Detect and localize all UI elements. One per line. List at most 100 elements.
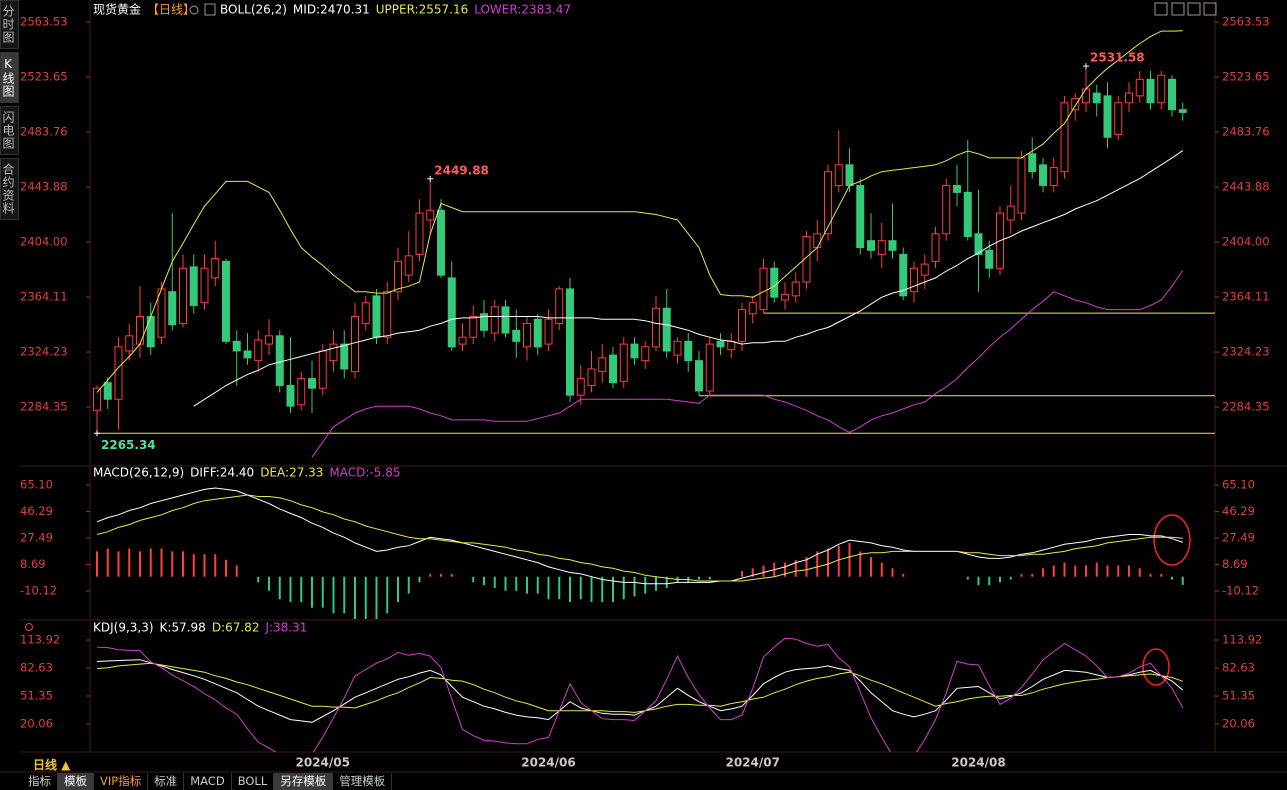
candle-body <box>738 309 746 342</box>
y-tick-label: 2364.11 <box>20 290 68 304</box>
icon[interactable] <box>189 5 199 15</box>
candle-body <box>662 307 671 352</box>
candle-body <box>727 340 736 351</box>
footer-tab[interactable]: 标准 <box>148 773 185 790</box>
candle-body <box>770 267 779 298</box>
candle-body <box>953 185 961 193</box>
candle-body <box>695 360 703 392</box>
legend-label: D:67.82 <box>212 621 260 635</box>
candle-body <box>1082 88 1090 104</box>
candle-body <box>931 233 940 262</box>
candle-body <box>877 240 886 255</box>
x-tick-label: 2024/08 <box>951 756 1005 770</box>
highlight-circle <box>1153 514 1191 566</box>
footer-tab[interactable]: 管理模板 <box>333 773 393 790</box>
sidebar-tab[interactable]: K线图 <box>0 52 19 103</box>
legend-label: BOLL(26,2) <box>220 3 287 17</box>
footer-tab[interactable]: 指标 <box>22 773 58 790</box>
indicator-line <box>96 662 1183 713</box>
candle-body <box>544 318 553 345</box>
candle-body <box>469 316 478 338</box>
candle-body <box>630 343 639 359</box>
candle-body <box>942 185 951 235</box>
legend-label: K:57.98 <box>160 621 206 635</box>
candle-body <box>372 295 381 338</box>
icon[interactable] <box>1154 2 1168 16</box>
y-tick-label: 65.10 <box>1222 478 1255 492</box>
candle-body <box>1146 78 1155 104</box>
candle-body <box>759 267 768 311</box>
icon[interactable] <box>1203 2 1217 16</box>
candle-body <box>458 336 467 345</box>
candle-body <box>340 343 349 370</box>
candle-body <box>297 378 306 406</box>
frame <box>0 0 1287 773</box>
x-tick-label: 2024/06 <box>521 756 575 770</box>
candle-body <box>1168 78 1176 111</box>
candle-body <box>308 378 316 389</box>
candle-body <box>480 313 488 331</box>
sidebar-tab[interactable]: 合约资料 <box>0 158 19 220</box>
footer-tab[interactable]: MACD <box>184 773 232 790</box>
legend-label: J:38.31 <box>264 621 307 635</box>
candle-body <box>383 291 392 338</box>
y-tick-label: 8.69 <box>20 557 46 571</box>
candle-body <box>394 260 402 293</box>
candle-body <box>619 343 628 382</box>
y-tick-label: 2563.53 <box>1222 15 1270 29</box>
candle-body <box>824 171 832 235</box>
candle-body <box>1114 102 1123 135</box>
candle-body <box>609 354 617 384</box>
period-label[interactable]: 日线 ▲ <box>33 758 71 772</box>
icon[interactable] <box>1171 2 1185 16</box>
candle-body <box>1092 92 1101 104</box>
candle-body <box>920 263 929 276</box>
y-tick-label: 2523.65 <box>20 70 68 84</box>
icon[interactable] <box>1187 2 1201 16</box>
candle-body <box>437 209 445 276</box>
y-tick-label: 51.35 <box>1222 689 1255 703</box>
candle-body <box>845 164 854 187</box>
y-tick-label: 51.35 <box>20 689 53 703</box>
footer-tab[interactable]: BOLL <box>232 773 275 790</box>
sidebar-tab[interactable]: 闪电图 <box>0 106 19 155</box>
candle-body <box>867 240 875 251</box>
panel <box>96 637 1184 752</box>
icon[interactable] <box>204 3 216 16</box>
candle-body <box>426 209 435 221</box>
sidebar: 分时图 K线图闪电图合约资料 <box>0 0 19 220</box>
legend-label: MACD(26,12,9) <box>93 466 184 480</box>
candle-body <box>200 267 209 304</box>
icon[interactable] <box>25 623 33 631</box>
y-tick-label: 2284.35 <box>20 400 68 414</box>
footer-tab[interactable]: 另存模板 <box>274 773 334 790</box>
y-tick-label: 2483.76 <box>20 125 68 139</box>
candle-body <box>641 346 650 362</box>
candle-body <box>974 233 983 255</box>
y-tick-label: 20.06 <box>1222 717 1255 731</box>
candle-body <box>523 322 531 348</box>
annotation-label: 2531.58 <box>1090 51 1145 65</box>
legend-label: MID:2470.31 <box>293 3 370 17</box>
annotation-label: 2265.34 <box>101 438 156 452</box>
legend-label: MACD:-5.85 <box>329 466 400 480</box>
y-tick-label: 2523.65 <box>1222 70 1270 84</box>
sidebar-tab[interactable]: 分时图 <box>0 0 19 49</box>
footer-tab[interactable]: 模板 <box>58 773 94 790</box>
footer-tab[interactable]: VIP指标 <box>94 773 149 790</box>
legend-label: LOWER:2383.47 <box>474 3 571 17</box>
y-tick-label: 46.29 <box>20 504 53 518</box>
y-tick-label: 27.49 <box>20 531 53 545</box>
legend-label: DEA:27.33 <box>260 466 323 480</box>
y-tick-label: 82.63 <box>20 661 53 675</box>
candle-body <box>910 267 918 293</box>
candle-body <box>286 384 295 407</box>
indicator-line <box>311 270 1184 458</box>
y-tick-label: 2324.23 <box>20 345 68 359</box>
candle-body <box>222 260 230 342</box>
y-tick-label: 2284.35 <box>1222 400 1270 414</box>
candle-body <box>856 185 865 249</box>
y-tick-label: 113.92 <box>20 633 60 647</box>
candle-body <box>587 368 596 386</box>
candle-body <box>103 382 112 400</box>
